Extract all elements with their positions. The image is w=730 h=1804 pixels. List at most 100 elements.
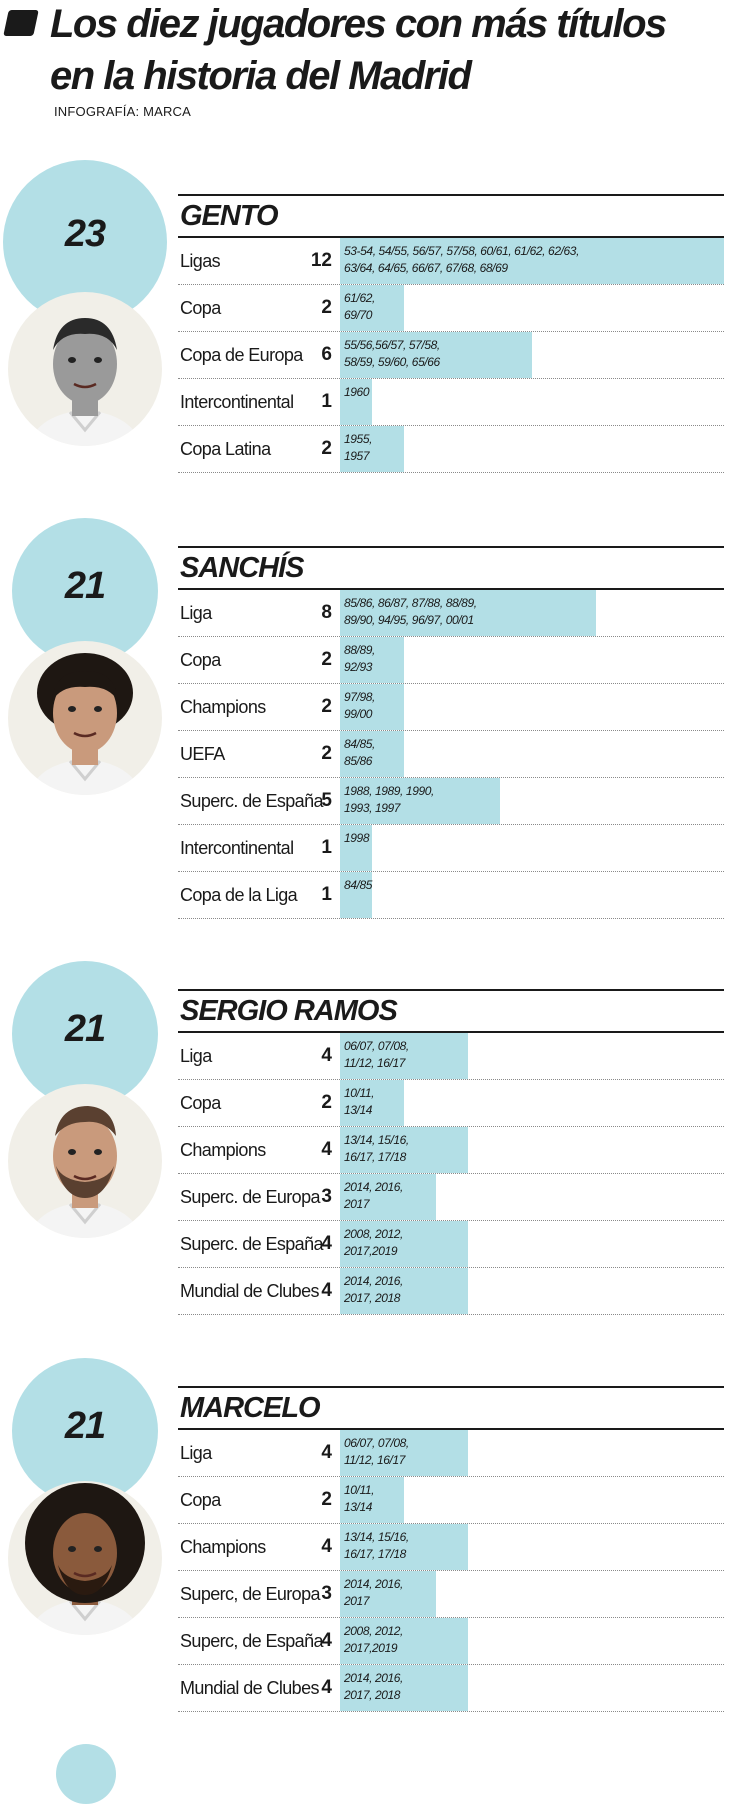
title-count: 2 [321,649,332,670]
title-years: 06/07, 07/08, 11/12, 16/17 [344,1436,409,1467]
title-category: Copa [180,298,221,318]
row-separator [178,730,724,731]
title-bar [340,238,724,284]
title-category: Superc, de Europa [180,1584,321,1604]
player-block-sergio-ramos: 21 SERGIO RAMOS Liga 4 06/07, 07/08, 11/12, … [0,955,730,1315]
title-years: 1988, 1989, 1990, 1993, 1997 [344,784,434,815]
title-bar [340,731,404,777]
player-block-sanch-s: 21 SANCHÍS Liga 8 85/86, 86/87, 87/88, 88/89… [0,512,730,919]
title-bar [340,1618,468,1664]
title-years: 06/07, 07/08, 11/12, 16/17 [344,1039,409,1070]
title-count: 12 [310,250,332,271]
page-title: Los diez jugadores con más títulos en la… [50,0,720,102]
title-row: Copa Latina 2 1955, 1957 [178,426,724,473]
title-bar [340,426,404,472]
title-count: 4 [321,1442,332,1463]
title-years: 2014, 2016, 2017 [344,1180,403,1211]
row-separator [178,378,724,379]
title-row: Intercontinental 1 1960 [178,379,724,426]
title-row: Champions 2 97/98, 99/00 [178,684,724,731]
player-name: MARCELO [180,1392,321,1424]
player-top-rule [178,546,724,548]
title-years: 13/14, 15/16, 16/17, 17/18 [344,1530,409,1561]
row-separator [178,636,724,637]
gento-photo [8,292,162,446]
title-row: Intercontinental 1 1998 [178,825,724,872]
title-row: Mundial de Clubes 4 2014, 2016, 2017, 2018 [178,1665,724,1712]
row-separator [178,1314,724,1315]
title-row: Copa de Europa 6 55/56,56/57, 57/58, 58/59… [178,332,724,379]
title-years: 10/11, 13/14 [344,1086,375,1117]
title-row: Copa 2 10/11, 13/14 [178,1477,724,1524]
row-separator [178,1220,724,1221]
row-separator [178,1523,724,1524]
player-name-rule [178,588,724,590]
title-row: Liga 4 06/07, 07/08, 11/12, 16/17 [178,1430,724,1477]
total-titles-count: 21 [64,1008,106,1050]
title-bar [340,379,372,425]
player-block-gento: 23 GENTO Ligas 12 53-54, 54/55, 56/57, 57/58… [0,160,730,473]
player-name: SANCHÍS [180,552,305,584]
total-circle [12,961,158,1107]
title-count: 3 [321,1583,332,1604]
title-category: Copa [180,1093,221,1113]
player-name-rule [178,1031,724,1033]
title-bar [340,1174,436,1220]
title-count: 4 [321,1280,332,1301]
title-count: 4 [321,1045,332,1066]
title-row: Copa 2 10/11, 13/14 [178,1080,724,1127]
title-count: 2 [321,743,332,764]
title-category: Copa [180,650,221,670]
title-bar [340,825,372,871]
title-line-2: en la historia del Madrid [50,54,472,98]
title-years: 2014, 2016, 2017, 2018 [344,1671,403,1702]
title-count: 1 [321,837,332,858]
title-category: UEFA [180,744,225,764]
title-bar [340,285,404,331]
row-separator [178,871,724,872]
title-bar [340,332,532,378]
row-separator [178,284,724,285]
title-count: 4 [321,1677,332,1698]
title-years: 61/62, 69/70 [344,291,375,322]
row-separator [178,1267,724,1268]
title-row: Ligas 12 53-54, 54/55, 56/57, 57/58, 60/61… [178,238,724,285]
row-separator [178,1476,724,1477]
ramos-photo [8,1084,162,1238]
total-titles-count: 21 [64,565,106,607]
row-separator [178,1617,724,1618]
marcelo-photo [8,1481,162,1635]
title-bar [340,1221,468,1267]
title-years: 2014, 2016, 2017 [344,1577,403,1608]
title-count: 1 [321,884,332,905]
title-line-1: Los diez jugadores con más títulos [50,2,667,46]
player-top-rule [178,194,724,196]
player-block-marcelo: 21 MARCELO Liga 4 06/07, 07/08, 11/12, 16/17… [0,1352,730,1712]
title-row: Superc, de Europa 3 2014, 2016, 2017 [178,1571,724,1618]
row-separator [178,472,724,473]
sanchis-photo [8,641,162,795]
total-circle [12,1358,158,1504]
title-count: 5 [321,790,332,811]
title-bar [340,778,500,824]
title-category: Copa Latina [180,439,271,459]
title-bar [340,684,404,730]
title-count: 4 [321,1630,332,1651]
title-years: 55/56,56/57, 57/58, 58/59, 59/60, 65/66 [344,338,440,369]
player-top-rule [178,1386,724,1388]
total-circle [12,518,158,664]
title-row: Superc, de España 4 2008, 2012, 2017,2019 [178,1618,724,1665]
title-category: Copa de Europa [180,345,303,365]
title-bar [340,872,372,918]
title-row: Mundial de Clubes 4 2014, 2016, 2017, 2018 [178,1268,724,1315]
title-count: 2 [321,1489,332,1510]
title-row: Champions 4 13/14, 15/16, 16/17, 17/18 [178,1524,724,1571]
title-count: 2 [321,1092,332,1113]
title-count: 4 [321,1139,332,1160]
title-category: Ligas [180,251,221,271]
title-row: UEFA 2 84/85, 85/86 [178,731,724,778]
title-years: 2008, 2012, 2017,2019 [344,1227,403,1258]
row-separator [178,1079,724,1080]
title-row: Copa de la Liga 1 84/85 [178,872,724,919]
title-bar [340,590,596,636]
